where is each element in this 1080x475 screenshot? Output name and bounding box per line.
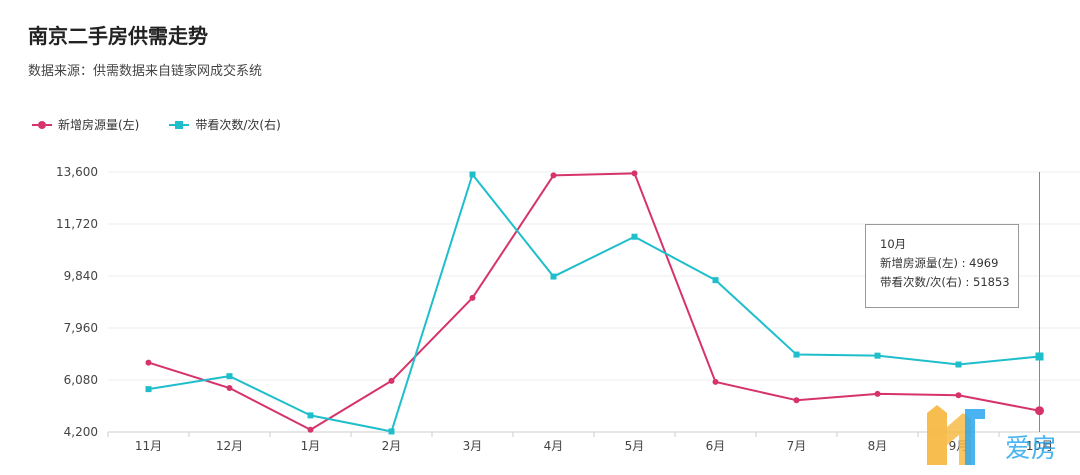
x-tick-label: 5月 [625,439,645,453]
tooltip-title: 10月 [880,237,907,251]
y-tick-label: 9,840 [64,269,98,283]
data-point [712,378,719,385]
legend: 新增房源量(左) 带看次数/次(右) [32,116,281,133]
data-point [793,351,800,358]
logo: 爱房 [927,405,1057,465]
y-tick-label: 11,720 [56,217,98,231]
data-point [307,426,314,433]
legend-item-new-listings[interactable]: 新增房源量(左) [32,116,139,133]
y-tick-label: 6,080 [64,373,98,387]
data-point [955,392,962,399]
x-tick-label: 6月 [706,439,726,453]
x-tick-label: 4月 [544,439,564,453]
legend-marker-viewings [169,120,190,130]
logo-text: 爱房 [1005,434,1057,464]
x-tick-label: 2月 [382,439,402,453]
y-tick-label: 4,200 [64,425,98,439]
data-point [307,412,314,419]
data-point [1035,352,1044,361]
x-tick-label: 7月 [787,439,807,453]
legend-label-new-listings: 新增房源量(左) [58,118,140,132]
data-point [631,170,638,177]
data-point [388,428,395,435]
legend-marker-new-listings [32,120,52,130]
x-tick-label: 8月 [868,439,888,453]
data-point [226,373,233,380]
x-tick-label: 12月 [216,439,243,453]
data-point [793,397,800,404]
data-point [631,233,638,240]
data-point [469,294,476,301]
series-line-1 [148,173,1040,433]
x-tick-label: 1月 [301,439,321,453]
tooltip: 10月 新增房源量(左) : 4969 带看次数/次(右) : 51853 [865,224,1019,308]
x-tick-label: 3月 [463,439,483,453]
data-point [712,277,719,284]
chart-title: 南京二手房供需走势 [28,24,208,48]
x-tick-label: 11月 [135,439,162,453]
x-tick-label: 10月 [1026,439,1053,453]
tooltip-line-viewings: 带看次数/次(右) : 51853 [880,275,1010,289]
legend-item-viewings[interactable]: 带看次数/次(右) [169,116,281,133]
data-point [955,361,962,368]
data-point [550,273,557,280]
y-tick-label: 7,960 [64,321,98,335]
data-point [469,171,476,178]
data-point [145,359,152,366]
data-point [550,172,557,179]
data-point [874,390,881,397]
series-line-0 [148,172,1040,431]
data-point [1035,406,1044,416]
data-point [226,385,233,392]
data-point [388,377,395,384]
legend-label-viewings: 带看次数/次(右) [195,118,281,132]
data-point [874,352,881,359]
tooltip-line-new-listings: 新增房源量(左) : 4969 [880,256,999,270]
data-point [145,386,152,393]
y-tick-label: 13,600 [56,165,98,179]
chart-subtitle: 数据来源：供需数据来自链家网成交系统 [28,64,263,79]
